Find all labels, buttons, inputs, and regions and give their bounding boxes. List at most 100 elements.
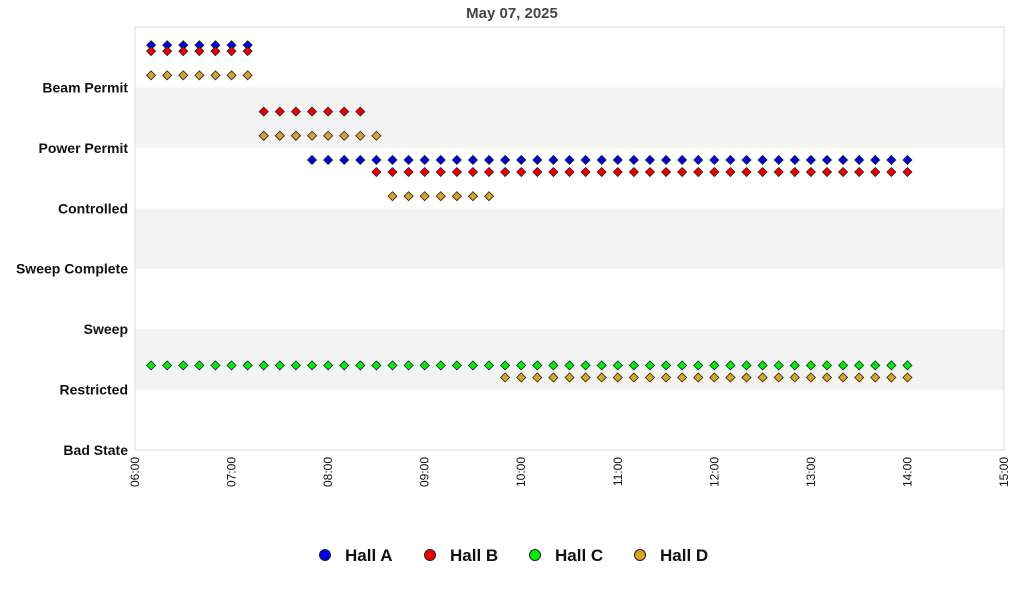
data-point [339,130,350,141]
data-point [339,360,350,371]
y-label-sweep-complete: Sweep Complete [16,261,128,277]
data-point [854,360,865,371]
data-point [741,360,752,371]
data-point [355,130,366,141]
data-point [483,191,495,202]
data-point [596,154,607,166]
plot-area-border [134,26,1005,451]
data-point [789,372,800,383]
data-point [838,360,849,371]
data-point [902,166,913,178]
data-point [258,106,269,117]
data-point [677,166,688,178]
data-point [323,360,334,371]
y-label-beam-permit: Beam Permit [42,79,128,95]
data-point [306,154,318,166]
data-point [226,70,237,81]
data-point [355,154,366,166]
data-point [596,360,607,371]
legend-marker-hall-b [424,549,436,561]
legend-label-hall-a: Hall A [345,546,393,565]
legend: Hall A Hall B Hall C Hall D [319,546,708,565]
data-point [146,70,157,81]
data-point [451,360,462,371]
data-point [870,154,881,166]
data-point [242,70,253,81]
data-point [226,360,237,371]
data-point [789,154,800,166]
y-label-restricted: Restricted [60,382,128,398]
data-point [709,372,720,383]
data-point [854,372,865,383]
data-point [805,166,816,178]
data-point [628,360,639,371]
data-point [612,372,623,383]
data-point [548,360,559,371]
data-point [516,154,527,166]
band-sweep [135,268,1004,330]
series-hall-d [146,70,913,383]
data-point [612,166,623,178]
data-point [838,166,849,178]
data-point [403,360,414,371]
data-point [242,360,253,371]
data-point [580,372,591,383]
data-point [532,166,543,178]
legend-label-hall-b: Hall B [450,546,498,565]
data-point [467,166,479,178]
data-point [693,166,704,178]
data-point [403,154,414,166]
data-point [500,154,511,166]
data-point [886,372,897,383]
data-point [419,166,430,178]
data-point [258,130,269,141]
data-point [757,372,768,383]
data-point [210,46,221,57]
x-tick-label: 08:00 [321,457,335,487]
data-point [870,372,881,383]
data-point [419,360,430,371]
data-point [612,360,623,371]
x-tick-label: 13:00 [804,457,818,487]
data-point [194,70,205,81]
data-point [210,70,221,81]
data-point [355,106,366,117]
data-point [451,166,462,178]
data-point [709,360,720,371]
legend-marker-hall-d [634,549,646,561]
band-bad-state [135,389,1004,450]
data-point [564,166,575,178]
data-point [693,154,704,166]
data-point [467,191,479,202]
data-point [178,360,189,371]
data-point [290,360,301,371]
data-point [870,360,881,371]
data-point [274,106,285,117]
data-point [821,166,833,178]
data-point [854,166,865,178]
data-point [339,106,350,117]
x-tick-label: 12:00 [707,457,721,487]
data-point [870,166,881,178]
data-point [548,166,559,178]
data-point [757,154,768,166]
data-point [371,360,382,371]
data-point [516,372,527,383]
y-label-power-permit: Power Permit [39,140,129,156]
y-label-controlled: Controlled [58,200,128,216]
data-point [467,154,479,166]
data-point [741,154,752,166]
data-point [274,130,285,141]
data-point [789,166,800,178]
data-point [660,360,672,371]
x-axis-labels: 06:00 07:00 08:00 09:00 10:00 11:00 12:00 13:00… [128,457,1011,487]
data-point [821,372,833,383]
data-point [725,166,736,178]
data-point [483,154,495,166]
data-point [435,166,446,178]
legend-marker-hall-c [529,549,541,561]
data-point [403,166,414,178]
data-point [677,154,688,166]
data-point [725,154,736,166]
